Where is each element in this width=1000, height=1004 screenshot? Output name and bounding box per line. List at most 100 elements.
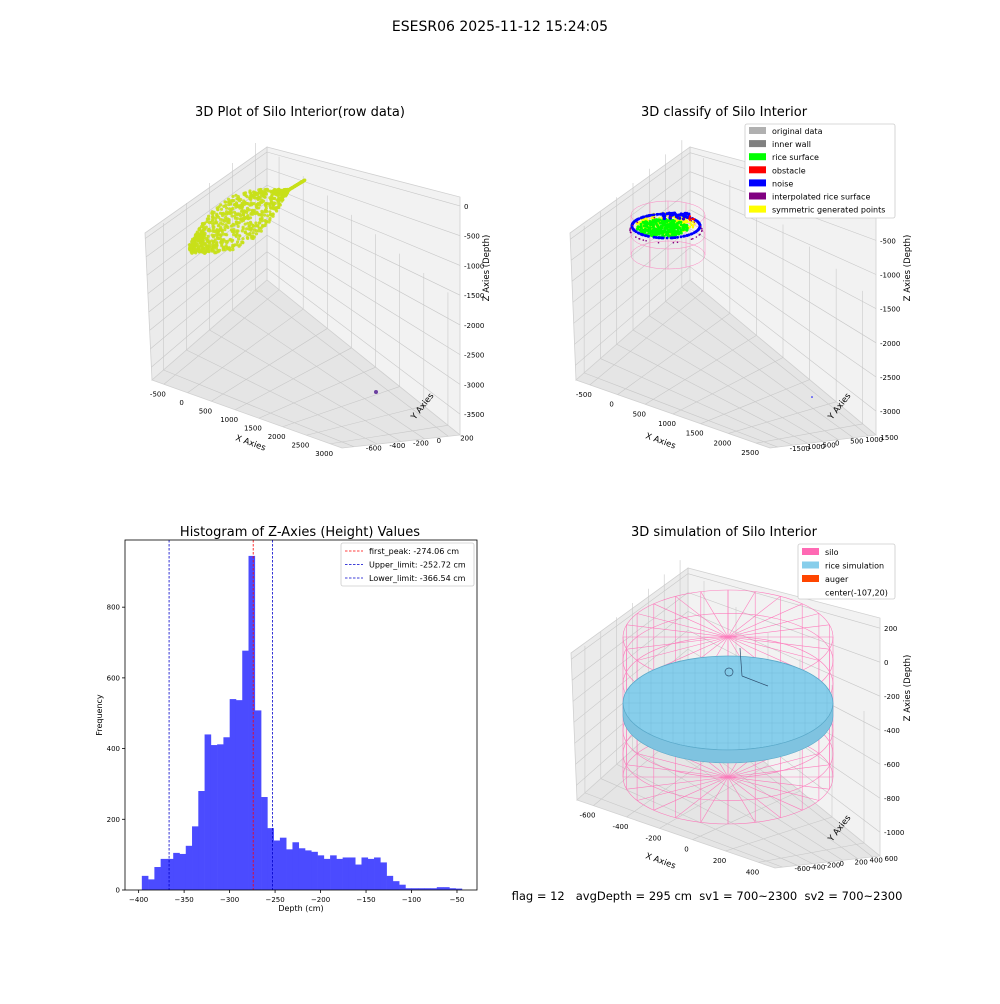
interpolated-point bbox=[699, 225, 702, 228]
silo-floor-spoke bbox=[700, 776, 729, 823]
raw-point bbox=[230, 214, 234, 218]
legend-label: silo bbox=[825, 548, 839, 557]
simulation-plot-title: 3D simulation of Silo Interior bbox=[631, 525, 818, 540]
legend-swatch bbox=[749, 153, 766, 161]
x-tick-label: 2500 bbox=[741, 449, 759, 457]
raw-point bbox=[235, 232, 239, 236]
noise-point bbox=[662, 216, 666, 220]
silo-floor-spoke bbox=[727, 776, 756, 823]
x-tick-label: 500 bbox=[633, 410, 646, 418]
histogram-bar bbox=[367, 858, 375, 890]
z-gridline bbox=[687, 592, 881, 663]
raw-point bbox=[237, 237, 241, 241]
raw-point bbox=[240, 201, 244, 205]
histogram-bar bbox=[305, 850, 312, 890]
legend-label: rice surface bbox=[772, 153, 819, 162]
z-tick-label: -500 bbox=[880, 237, 896, 245]
raw-point bbox=[242, 191, 246, 195]
y-tick-label: 0 bbox=[835, 440, 839, 448]
rice-surface-point bbox=[671, 222, 675, 226]
z-gridline bbox=[689, 209, 877, 309]
rice-surface-point bbox=[639, 226, 643, 230]
raw-point bbox=[219, 221, 223, 225]
x-tick-label: 400 bbox=[746, 868, 759, 876]
noise-point bbox=[642, 215, 646, 219]
raw-point bbox=[205, 217, 209, 221]
z-tick-label: 200 bbox=[884, 625, 897, 633]
noise-point bbox=[640, 216, 643, 220]
raw-point bbox=[215, 229, 219, 234]
y-gridline bbox=[584, 792, 783, 868]
interpolated-point bbox=[701, 229, 703, 232]
obstacle-point bbox=[691, 217, 694, 220]
silo-roof-spoke bbox=[637, 613, 729, 638]
raw-point bbox=[258, 203, 262, 207]
interpolated-point bbox=[645, 240, 647, 242]
silo-floor-spoke bbox=[727, 776, 803, 811]
interpolated-point bbox=[701, 227, 703, 230]
histogram-bar bbox=[254, 710, 262, 890]
histogram-bar bbox=[374, 857, 381, 890]
x-tick-label: −50 bbox=[450, 896, 465, 904]
histogram-bar bbox=[323, 858, 331, 890]
histogram-xlabel: Depth (cm) bbox=[278, 904, 323, 913]
histogram-legend: first_peak: -274.06 cm Upper_limit: -252.… bbox=[340, 542, 475, 587]
interpolated-point bbox=[677, 217, 680, 219]
silo-roof-spoke bbox=[727, 603, 803, 638]
noise-point bbox=[696, 228, 700, 232]
rice-surface-point bbox=[680, 231, 683, 235]
raw-point bbox=[269, 206, 273, 210]
raw-outlier-point bbox=[374, 390, 378, 394]
z-side-gridline bbox=[575, 266, 691, 366]
histogram-bar bbox=[449, 888, 456, 890]
z-gridline bbox=[266, 168, 461, 236]
symmetric-point bbox=[685, 219, 688, 223]
raw-point bbox=[200, 224, 204, 229]
raw-point bbox=[239, 209, 244, 213]
raw-point bbox=[227, 207, 232, 211]
y-gridline bbox=[255, 289, 449, 437]
raw-point bbox=[254, 232, 259, 236]
rice-surface-point bbox=[659, 226, 662, 230]
noise-point bbox=[685, 234, 689, 237]
rice-surface-point bbox=[673, 226, 676, 230]
z-gridline bbox=[266, 184, 461, 266]
histogram-bar bbox=[292, 842, 300, 890]
simulation-auger bbox=[724, 647, 769, 687]
raw-point bbox=[212, 240, 216, 244]
raw-point bbox=[210, 215, 214, 219]
silo-roof-spoke bbox=[653, 603, 729, 638]
z-side-gridline bbox=[150, 251, 268, 349]
rice-surface-point bbox=[655, 228, 658, 232]
z-gridline bbox=[266, 151, 461, 207]
rice-surface-point bbox=[639, 222, 643, 226]
raw-point bbox=[249, 192, 253, 196]
raw-point bbox=[274, 191, 278, 196]
raw-point bbox=[289, 187, 293, 191]
noise-point bbox=[673, 211, 677, 215]
interpolated-point bbox=[693, 221, 696, 223]
rice-surface-point bbox=[679, 229, 683, 233]
legend-label: noise bbox=[772, 179, 793, 188]
raw-point bbox=[244, 216, 248, 220]
raw-point bbox=[277, 205, 281, 210]
raw-point bbox=[232, 228, 236, 232]
rice-surface-point bbox=[685, 223, 689, 227]
rice-surface-point bbox=[641, 220, 645, 224]
raw-point bbox=[236, 224, 240, 228]
raw-point bbox=[231, 248, 235, 252]
z-tick-label: -600 bbox=[884, 761, 900, 769]
raw-point bbox=[219, 203, 223, 207]
noise-point bbox=[667, 211, 671, 215]
interpolated-point bbox=[690, 220, 693, 222]
z-side-gridline bbox=[570, 152, 691, 240]
raw-point bbox=[251, 231, 255, 235]
raw-point bbox=[225, 233, 229, 237]
noise-point bbox=[647, 214, 651, 218]
raw-point bbox=[221, 246, 225, 250]
y-gridline bbox=[616, 764, 813, 864]
rice-surface-point bbox=[656, 233, 659, 236]
silo-roof-spoke bbox=[637, 636, 729, 661]
y-tick-label: -600 bbox=[366, 445, 382, 453]
raw-point bbox=[247, 216, 251, 220]
